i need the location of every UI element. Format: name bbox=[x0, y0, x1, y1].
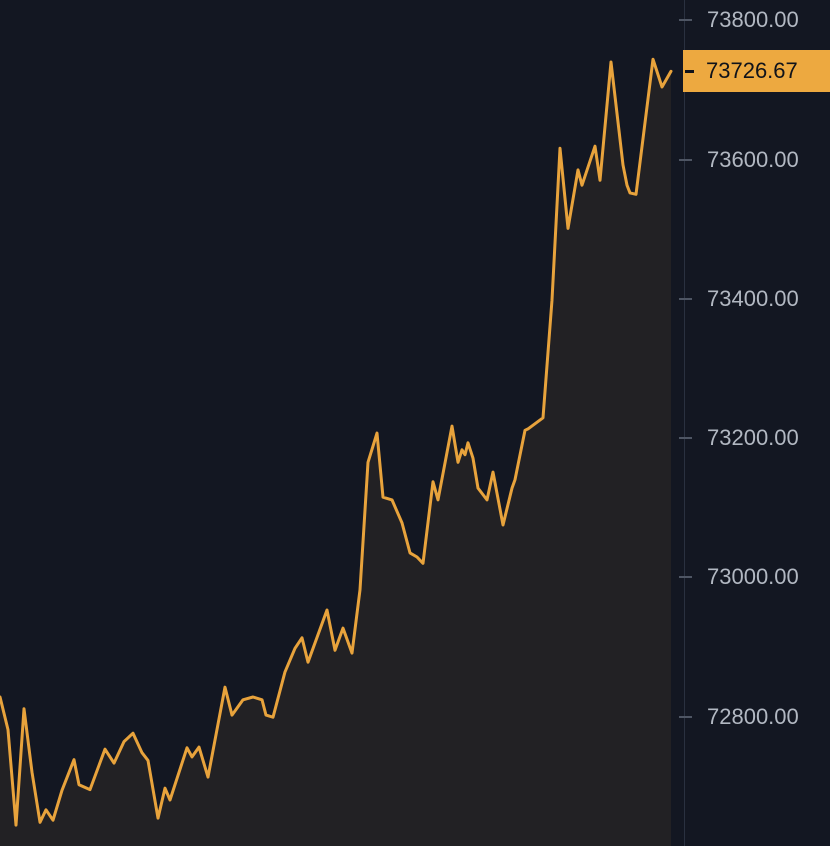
last-price-badge: 73726.67 bbox=[683, 50, 830, 93]
price-line-tick-dash bbox=[685, 69, 694, 73]
last-price-value: 73726.67 bbox=[706, 58, 798, 84]
y-axis-tick-label: 73400.00 bbox=[707, 285, 799, 311]
tick-mark bbox=[679, 158, 692, 161]
y-axis-tick-label: 73200.00 bbox=[707, 425, 799, 450]
tick-mark bbox=[679, 576, 692, 579]
tick-mark bbox=[679, 437, 692, 439]
tick-mark bbox=[679, 297, 692, 300]
y-axis-tick-label: 73600.00 bbox=[707, 146, 799, 172]
price-line bbox=[0, 57, 673, 827]
tick-mark bbox=[679, 715, 692, 718]
y-axis-tick-label: 73800.00 bbox=[707, 7, 799, 33]
y-axis-tick-label: 72800.00 bbox=[707, 703, 799, 729]
tick-mark bbox=[679, 19, 692, 22]
y-axis-tick-label: 73000.00 bbox=[707, 564, 799, 590]
chart-area-fill bbox=[0, 59, 671, 846]
price-axis[interactable]: 73800.00 73600.00 73400.00 73200.00 73000.00… bbox=[679, 0, 830, 846]
